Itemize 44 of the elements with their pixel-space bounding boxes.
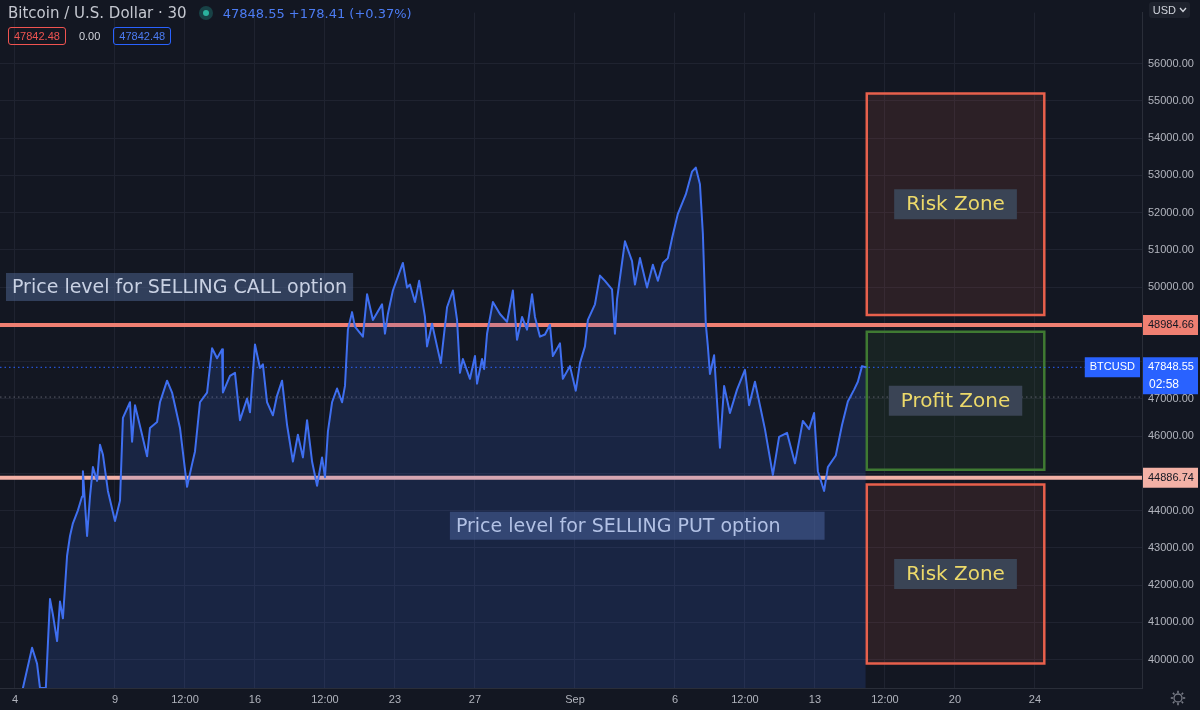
- x-tick-label: 16: [248, 692, 262, 705]
- y-axis-title: USD: [1152, 4, 1176, 16]
- y-tick-label: 55000.00: [1148, 93, 1194, 106]
- x-tick-label: 12:00: [731, 692, 759, 705]
- y-tick-label: 47848.55: [1148, 360, 1194, 373]
- y-tick-label: 44886.74: [1148, 470, 1194, 483]
- ref-line-label: BTCUSD: [1089, 360, 1136, 373]
- y-tick-label: 44000.00: [1148, 503, 1194, 516]
- chart-subtitle: 47848.55 +178.41 (+0.37%): [222, 5, 412, 21]
- band-label: Risk Zone: [906, 561, 1005, 586]
- y-tick-label: 47000.00: [1148, 391, 1194, 404]
- x-tick-label: 9: [111, 692, 119, 705]
- y-tick-label: 54000.00: [1148, 131, 1194, 144]
- x-tick-label: 12:00: [171, 692, 199, 705]
- annotation: 47842.48: [8, 27, 66, 45]
- y-tick-label: 46000.00: [1148, 429, 1194, 442]
- x-tick-label: 13: [808, 692, 822, 705]
- chart-title: Bitcoin / U.S. Dollar · 30: [8, 4, 187, 22]
- x-tick-label: 23: [388, 692, 402, 705]
- x-tick-label: Sep: [565, 692, 585, 705]
- y-tick-label: 52000.00: [1148, 205, 1194, 218]
- x-tick-label: 20: [948, 692, 962, 705]
- y-tick-label: 40000.00: [1148, 652, 1194, 665]
- band-label: Risk Zone: [906, 191, 1005, 216]
- x-tick-label: 27: [468, 692, 482, 705]
- y-tick-label: 43000.00: [1148, 540, 1194, 553]
- annotation: 47842.48: [113, 27, 172, 45]
- x-tick-label: 12:00: [311, 692, 339, 705]
- text: 02:58: [1149, 376, 1180, 391]
- annotation: 0.00: [77, 29, 102, 44]
- x-tick-label: 4: [11, 692, 19, 705]
- band-label: Profit Zone: [900, 387, 1011, 412]
- y-tick-label: 48984.66: [1148, 318, 1194, 331]
- y-tick-label: 53000.00: [1148, 168, 1194, 181]
- ref-line-label: Price level for SELLING PUT option: [455, 513, 781, 536]
- x-tick-label: 12:00: [871, 692, 899, 705]
- ref-line-label: Price level for SELLING CALL option: [12, 274, 348, 297]
- y-tick-label: 56000.00: [1148, 56, 1194, 69]
- x-tick-label: 24: [1028, 692, 1042, 705]
- x-tick-label: 6: [671, 692, 679, 705]
- y-tick-label: 41000.00: [1148, 615, 1194, 628]
- y-tick-label: 51000.00: [1148, 242, 1194, 255]
- y-tick-label: 50000.00: [1148, 280, 1194, 293]
- y-tick-label: 42000.00: [1148, 578, 1194, 591]
